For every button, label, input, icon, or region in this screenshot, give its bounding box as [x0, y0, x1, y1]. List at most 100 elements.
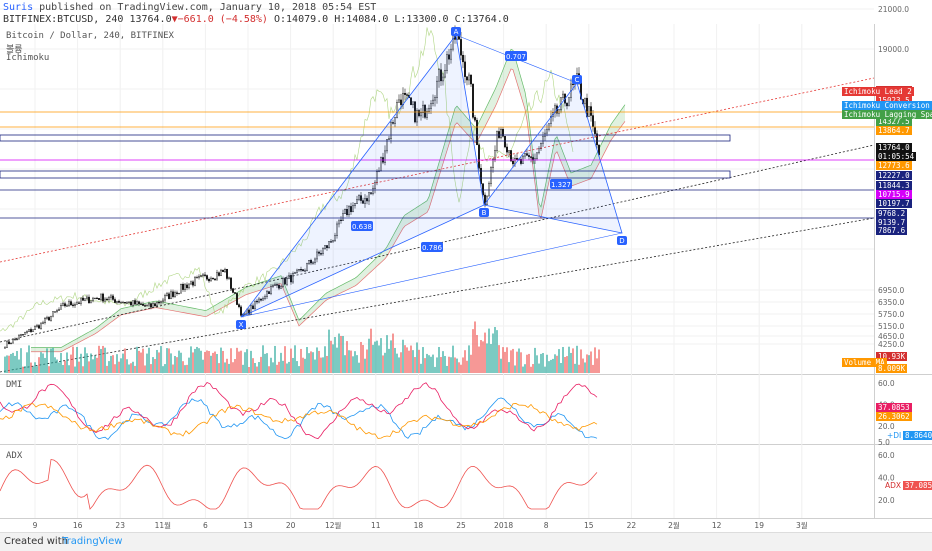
candle: [231, 288, 234, 293]
volume-bar: [200, 350, 202, 373]
volume-bar: [476, 334, 478, 373]
pattern-point-label: B: [482, 209, 487, 217]
volume-bar: [360, 341, 362, 373]
candle: [89, 300, 92, 304]
volume-bar: [16, 351, 18, 373]
volume-bar: [424, 358, 426, 373]
symbol-info: BITFINEX:BTCUSD, 240 13764.0▼−661.0 (−4.…: [3, 14, 509, 25]
candle: [127, 301, 130, 303]
candle: [348, 206, 351, 216]
candle: [201, 274, 204, 276]
volume-bar: [92, 359, 94, 373]
volume-bar: [298, 366, 300, 373]
candle: [133, 300, 136, 305]
x-tick-label: 9: [33, 521, 38, 530]
volume-bar: [136, 346, 138, 373]
volume-bar: [590, 351, 592, 373]
candle: [502, 129, 505, 137]
volume-bar: [518, 348, 520, 373]
volume-bar: [242, 364, 244, 373]
volume-bar: [24, 366, 26, 373]
volume-bar: [4, 356, 6, 373]
chart-canvas: 9 16 23 11월 6 13 20 12월 11 18 25 2018 8 15 22 2월 12 19 3월 2…: [0, 5, 932, 530]
volume-bar: [10, 353, 12, 373]
adx-value: 37.0853: [903, 481, 932, 490]
volume-bar: [94, 355, 96, 373]
candle: [44, 318, 47, 324]
volume-bar: [114, 364, 116, 373]
volume-bar: [400, 352, 402, 373]
volume-bar: [440, 357, 442, 373]
volume-bar: [314, 359, 316, 373]
dmi-y-tick: 60.0: [878, 379, 895, 388]
volume-bar: [234, 359, 236, 373]
candle: [526, 153, 529, 156]
pair-label: Bitcoin / Dollar, 240, BITFINEX: [6, 31, 174, 41]
candle: [28, 329, 31, 332]
dmi-y-tick: 5.0: [878, 438, 890, 447]
adx-name: ADX: [885, 481, 902, 490]
volume-bar: [490, 344, 492, 373]
volume-bar: [220, 347, 222, 373]
candle: [354, 203, 357, 206]
candle: [203, 274, 206, 276]
volume-bar: [374, 341, 376, 373]
tradingview-link[interactable]: TradingView: [62, 536, 123, 547]
volume-bar: [332, 344, 334, 373]
candle: [528, 155, 531, 157]
price-label: 13864.7: [876, 126, 912, 135]
candle: [500, 129, 503, 138]
candle: [235, 293, 238, 305]
candle: [510, 150, 513, 162]
pattern-ratio-box: [550, 179, 572, 189]
volume-bar: [596, 358, 598, 373]
volume-bar: [310, 351, 312, 373]
volume-bar: [278, 361, 280, 373]
volume-bar: [320, 357, 322, 373]
volume-bar: [438, 346, 440, 373]
publisher-name[interactable]: Suris: [3, 2, 34, 13]
volume-bar: [286, 363, 288, 373]
candle: [422, 104, 425, 113]
volume-bar: [464, 350, 466, 373]
candle: [197, 276, 200, 278]
candle: [584, 97, 587, 105]
level-box: [0, 134, 731, 142]
candle: [185, 284, 188, 289]
ichimoku-label: Ichimoku Lagging Span: [842, 110, 932, 119]
volume-bar: [192, 352, 194, 373]
candle: [400, 99, 403, 105]
volume-bar: [204, 351, 206, 373]
candle: [205, 275, 208, 280]
volume-bar: [594, 347, 596, 373]
candle: [598, 144, 601, 155]
volume-bar: [512, 348, 514, 373]
candle: [490, 167, 493, 184]
candle: [550, 116, 553, 124]
volume-bar: [404, 345, 406, 373]
candle: [159, 301, 162, 303]
candle: [52, 311, 55, 317]
candle: [151, 303, 154, 308]
volume-bar: [526, 354, 528, 373]
volume-bar: [140, 352, 142, 373]
candle: [290, 275, 293, 283]
price-label: 7867.6: [876, 226, 908, 235]
pattern-point-b: [479, 208, 489, 217]
volume-bar: [144, 365, 146, 373]
volume-bar: [232, 362, 234, 373]
volume-bar: [216, 354, 218, 373]
candle: [358, 195, 361, 200]
candle: [189, 281, 192, 285]
volume-bar: [90, 353, 92, 373]
candle: [402, 92, 405, 105]
volume-bar: [42, 353, 44, 373]
candle: [592, 115, 595, 128]
candle: [542, 136, 545, 144]
pattern-ratio-label: 1.327: [551, 181, 571, 189]
candle: [13, 338, 16, 341]
candle: [362, 200, 365, 204]
candle: [410, 97, 413, 105]
volume-bar: [580, 349, 582, 373]
volume-bar: [270, 357, 272, 373]
